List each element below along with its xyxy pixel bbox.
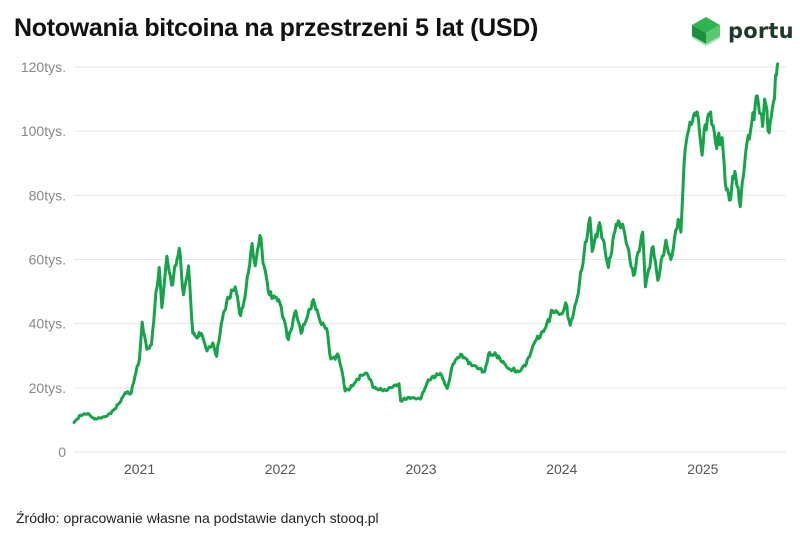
- portu-logo-text: portu: [728, 19, 794, 43]
- source-note: Źródło: opracowanie własne na podstawie …: [16, 510, 379, 526]
- x-tick-label: 2024: [546, 461, 577, 477]
- btc-price-line: [72, 62, 780, 424]
- y-tick-label: 80tys.: [29, 187, 66, 203]
- x-tick-label: 2023: [405, 461, 436, 477]
- y-axis-tick-labels: 0 20tys. 40tys. 60tys. 80tys. 100tys. 120tys.: [21, 59, 66, 460]
- y-tick-label: 0: [58, 444, 66, 460]
- portu-logo: portu: [690, 14, 794, 48]
- y-tick-label: 20tys.: [29, 380, 66, 396]
- y-tick-label: 60tys.: [29, 252, 66, 268]
- x-tick-label: 2022: [265, 461, 296, 477]
- y-tick-label: 100tys.: [21, 123, 66, 139]
- chart-title: Notowania bitcoina na przestrzeni 5 lat …: [14, 14, 539, 42]
- y-tick-label: 120tys.: [21, 59, 66, 75]
- portu-logo-icon: [691, 17, 721, 47]
- x-tick-label: 2021: [124, 461, 155, 477]
- y-tick-label: 40tys.: [29, 316, 66, 332]
- x-axis-tick-labels: 2021 2022 2023 2024 2025: [124, 461, 719, 477]
- x-tick-label: 2025: [687, 461, 718, 477]
